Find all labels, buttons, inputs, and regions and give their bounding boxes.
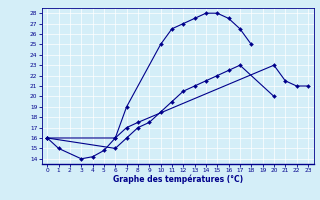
X-axis label: Graphe des températures (°C): Graphe des températures (°C) [113,175,243,184]
